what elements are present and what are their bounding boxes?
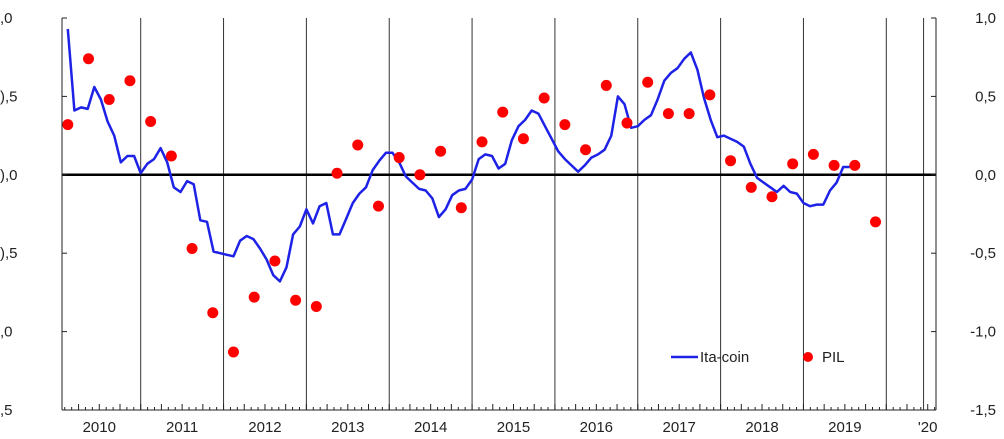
data-series (62, 28, 882, 358)
pil-point-7 (207, 307, 219, 319)
pil-point-23 (538, 92, 550, 104)
pil-point-39 (870, 216, 882, 228)
pil-point-17 (414, 169, 426, 181)
x-tick-label-1: 2011 (166, 419, 198, 436)
x-tick-label-2: 2012 (248, 419, 281, 436)
y-tick-label-right-3: -0,5 (970, 245, 996, 262)
x-tick-label-6: 2016 (580, 419, 613, 436)
y-tick-label-left-4: ,0 (0, 324, 13, 341)
legend-dot-swatch (803, 352, 813, 362)
pil-point-16 (393, 152, 405, 164)
x-tick-label-10: '20 (918, 419, 938, 436)
pil-point-0 (62, 119, 74, 131)
y-tick-label-left-5: ,5 (0, 402, 13, 419)
pil-point-12 (310, 301, 322, 313)
pil-point-25 (580, 144, 592, 156)
pil-point-21 (497, 106, 509, 118)
pil-point-35 (787, 158, 799, 170)
y-tick-label-right-5: -1,5 (970, 402, 996, 419)
pil-point-10 (269, 255, 281, 267)
x-tick-label-4: 2014 (414, 419, 447, 436)
legend-label-pil: PIL (822, 349, 845, 366)
pil-point-27 (621, 117, 633, 129)
pil-point-11 (290, 294, 302, 306)
pil-point-31 (704, 89, 716, 101)
x-tick-label-9: 2019 (828, 419, 861, 436)
pil-point-37 (828, 159, 840, 171)
pil-point-2 (103, 94, 115, 106)
year-gridlines (140, 18, 925, 410)
y-tick-label-right-4: -1,0 (970, 324, 996, 341)
pil-point-1 (83, 53, 95, 65)
pil-point-32 (725, 155, 737, 167)
legend: Ita-coin PIL (671, 349, 845, 366)
x-tick-label-0: 2010 (83, 419, 116, 436)
pil-point-24 (559, 119, 571, 131)
pil-point-8 (227, 346, 239, 358)
x-tick-label-3: 2013 (331, 419, 364, 436)
pil-point-9 (248, 291, 260, 303)
y-axis-right: 1,0 0,5 0,0 -0,5 -1,0 -1,5 (931, 10, 996, 419)
y-tick-label-right-1: 0,5 (975, 88, 996, 105)
y-tick-label-right-0: 1,0 (975, 10, 996, 27)
pil-point-13 (331, 167, 343, 179)
pil-point-3 (124, 75, 136, 87)
pil-point-38 (849, 159, 861, 171)
x-tick-label-8: 2018 (745, 419, 778, 436)
series-line-ita-coin (66, 28, 850, 283)
pil-point-36 (807, 148, 819, 160)
pil-point-34 (766, 191, 778, 203)
y-tick-label-right-2: 0,0 (975, 167, 996, 184)
x-tick-label-5: 2015 (497, 419, 530, 436)
y-tick-label-left-0: ,0 (0, 10, 13, 27)
y-axis-left: ,0 ),5 ),0 ),5 ,0 ,5 (0, 10, 67, 419)
x-axis: 2010 2011 2012 2013 2014 2015 2016 2017 2018 2019… (64, 404, 938, 436)
pil-point-14 (352, 139, 364, 151)
pil-point-18 (435, 145, 447, 157)
pil-point-5 (165, 150, 177, 162)
y-tick-label-left-1: ),5 (0, 88, 18, 105)
pil-point-15 (372, 200, 384, 212)
pil-point-29 (662, 108, 674, 120)
pil-point-6 (186, 242, 198, 254)
pil-point-33 (745, 181, 757, 193)
y-tick-label-left-2: ),0 (0, 167, 18, 184)
y-tick-label-left-3: ),5 (0, 245, 18, 262)
pil-point-30 (683, 108, 695, 120)
pil-point-28 (642, 76, 654, 88)
x-tick-label-7: 2017 (662, 419, 695, 436)
pil-point-20 (476, 136, 488, 148)
pil-point-19 (455, 202, 467, 214)
pil-point-4 (145, 115, 157, 127)
pil-point-26 (600, 79, 612, 91)
plot-frame (61, 18, 937, 411)
pil-point-22 (517, 133, 529, 145)
legend-label-ita-coin: Ita-coin (700, 349, 749, 366)
